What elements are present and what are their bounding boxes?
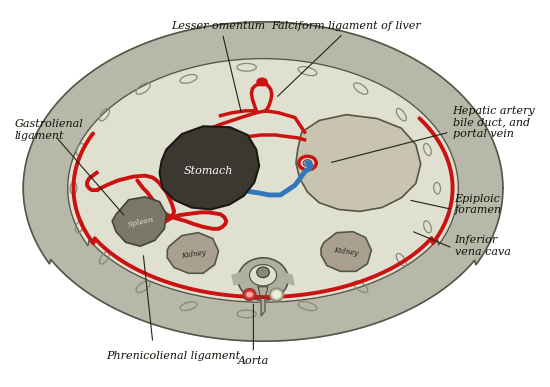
Ellipse shape: [303, 160, 312, 166]
Polygon shape: [282, 272, 294, 285]
Text: Spleen: Spleen: [128, 215, 155, 229]
Polygon shape: [321, 232, 371, 271]
Ellipse shape: [270, 288, 283, 301]
Polygon shape: [296, 115, 421, 211]
Ellipse shape: [250, 265, 277, 286]
Ellipse shape: [256, 77, 268, 86]
Ellipse shape: [272, 291, 281, 298]
Polygon shape: [23, 22, 503, 341]
Ellipse shape: [299, 156, 316, 170]
Ellipse shape: [257, 267, 270, 277]
Ellipse shape: [238, 258, 288, 300]
Polygon shape: [167, 233, 218, 273]
Text: Gastrolienal
ligament: Gastrolienal ligament: [14, 119, 83, 141]
Text: Hepatic artery
bile duct, and
portal vein: Hepatic artery bile duct, and portal vei…: [453, 106, 535, 139]
Polygon shape: [112, 197, 166, 246]
Text: Kidney: Kidney: [180, 248, 206, 260]
Polygon shape: [160, 126, 259, 209]
Text: Stomach: Stomach: [183, 166, 233, 176]
Text: Lesser omentum: Lesser omentum: [172, 21, 266, 31]
Text: Kidney: Kidney: [333, 247, 359, 258]
Polygon shape: [68, 58, 458, 302]
Polygon shape: [232, 272, 244, 285]
Text: Phrenicolienal ligament: Phrenicolienal ligament: [106, 351, 240, 361]
Ellipse shape: [246, 292, 253, 298]
Text: Aorta: Aorta: [238, 356, 269, 366]
Text: Inferior
vena cava: Inferior vena cava: [454, 235, 510, 257]
Text: Falciform ligament of liver: Falciform ligament of liver: [271, 21, 421, 31]
Text: Epiploic
foramen: Epiploic foramen: [454, 194, 502, 216]
Ellipse shape: [243, 289, 256, 300]
Polygon shape: [258, 287, 268, 316]
